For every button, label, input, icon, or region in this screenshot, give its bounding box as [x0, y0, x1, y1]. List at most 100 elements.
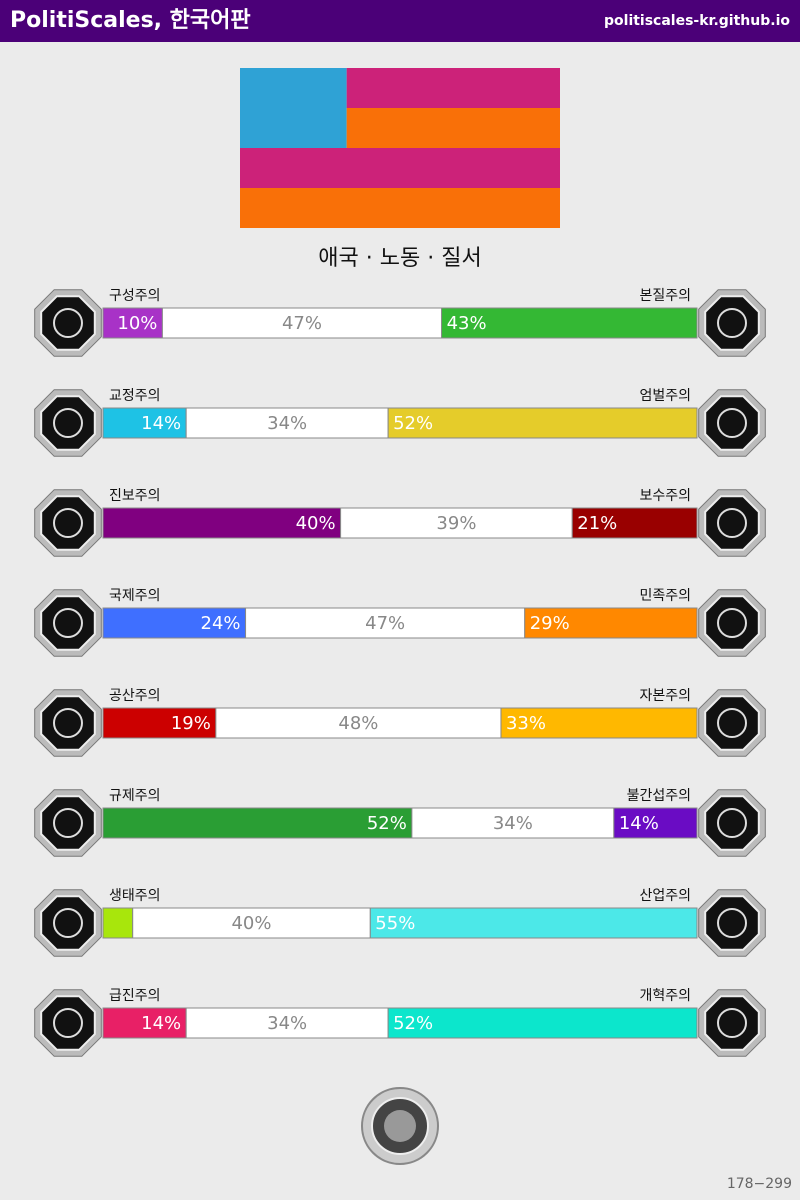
- axis-left-name: 급진주의: [109, 988, 161, 1004]
- axis-right-name: 불간섭주의: [627, 788, 691, 804]
- axis-left-name: 구성주의: [109, 288, 161, 304]
- axis-icon-art: [53, 508, 83, 538]
- axis-right-name: 개혁주의: [639, 988, 691, 1004]
- axis-segment-label: 14%: [619, 813, 659, 834]
- header-bar: [0, 0, 800, 42]
- axis-segment-label: 40%: [231, 913, 271, 934]
- axis-segment-label: 21%: [577, 513, 617, 534]
- axis-right-name: 산업주의: [639, 888, 691, 904]
- axis-segment-label: 24%: [201, 613, 241, 634]
- axis-left-name: 교정주의: [109, 388, 161, 404]
- axis-segment-label: 47%: [365, 613, 405, 634]
- axis-segment-label: 52%: [393, 1013, 433, 1034]
- axis-segment-label: 48%: [338, 713, 378, 734]
- axis-segment: [102, 607, 247, 639]
- axis-icon: [40, 495, 96, 551]
- axis-icon-art: [717, 408, 747, 438]
- axis-icon: [704, 295, 760, 351]
- axis-right-name: 보수주의: [639, 488, 691, 504]
- axis-segment: [441, 307, 698, 339]
- axis-icon: [40, 795, 96, 851]
- axis-icon-art: [717, 808, 747, 838]
- axis-segment: [613, 807, 698, 839]
- axis-icon: [40, 295, 96, 351]
- axis-icon: [704, 595, 760, 651]
- axis-icon: [40, 895, 96, 951]
- flag-stripe: [240, 148, 560, 188]
- axis-segment-label: 29%: [530, 613, 570, 634]
- axis-segment: [102, 407, 187, 439]
- axis-segment-label: 40%: [296, 513, 336, 534]
- axis-left-name: 국제주의: [109, 588, 161, 604]
- axis-segment-label: 14%: [141, 413, 181, 434]
- result-title: 애국 · 노동 · 질서: [318, 246, 481, 271]
- axis-icon: [40, 995, 96, 1051]
- axis-icon-art: [53, 708, 83, 738]
- axis-segment: [524, 607, 698, 639]
- flag-stripe: [346, 108, 560, 148]
- axis-icon-art: [53, 408, 83, 438]
- axis-segment-label: 19%: [171, 713, 211, 734]
- axis-icon-art: [717, 908, 747, 938]
- axis-right-name: 엄벌주의: [639, 388, 691, 404]
- axis-left-name: 규제주의: [109, 788, 161, 804]
- axis-icon-art: [717, 608, 747, 638]
- axis-left-name: 생태주의: [109, 888, 161, 904]
- axis-segment-label: 55%: [375, 913, 415, 934]
- axis-right-name: 자본주의: [639, 688, 691, 704]
- axis-icon-art: [53, 608, 83, 638]
- axis-segment: [102, 307, 163, 339]
- axis-segment-label: 34%: [493, 813, 533, 834]
- axis-icon: [704, 895, 760, 951]
- axis-segment: [571, 507, 698, 539]
- axis-segment: [340, 507, 573, 539]
- footer-code: 178−299: [727, 1176, 792, 1192]
- seal: [361, 1087, 439, 1165]
- axis-icon: [40, 695, 96, 751]
- axis-icon: [704, 695, 760, 751]
- axis-segment: [387, 1007, 698, 1039]
- axis-icon: [704, 395, 760, 451]
- axis-segment: [161, 307, 443, 339]
- axis-segment: [102, 907, 134, 939]
- axis-segment-label: 10%: [117, 313, 157, 334]
- axis-segment-label: 34%: [267, 413, 307, 434]
- axis-icon-art: [53, 308, 83, 338]
- axis-left-name: 공산주의: [109, 688, 161, 704]
- header-site: politiscales-kr.github.io: [604, 13, 790, 29]
- flag-canton: [240, 68, 347, 148]
- axis-segment: [102, 507, 342, 539]
- axis-right-name: 본질주의: [639, 288, 691, 304]
- axis-segment: [387, 407, 698, 439]
- axis-segment-label: 14%: [141, 1013, 181, 1034]
- axis-segment-label: 33%: [506, 713, 546, 734]
- axis-segment-label: 39%: [436, 513, 476, 534]
- axis-segment-label: 52%: [367, 813, 407, 834]
- axis-icon-art: [53, 808, 83, 838]
- axis-segment-label: 52%: [393, 413, 433, 434]
- axis-segment: [102, 807, 413, 839]
- axis-icon-art: [53, 908, 83, 938]
- axis-icon: [704, 495, 760, 551]
- axis-icon: [704, 795, 760, 851]
- axis-icon: [704, 995, 760, 1051]
- axis-icon-art: [717, 308, 747, 338]
- axis-icon-art: [717, 708, 747, 738]
- axis-icon: [40, 595, 96, 651]
- axis-icon-art: [53, 1008, 83, 1038]
- axis-segment: [369, 907, 698, 939]
- axis-segment-label: 47%: [282, 313, 322, 334]
- axis-icon-art: [717, 508, 747, 538]
- header-title: PolitiScales, 한국어판: [10, 8, 251, 33]
- axis-segment-label: 34%: [267, 1013, 307, 1034]
- axis-icon: [40, 395, 96, 451]
- flag-stripe: [240, 188, 560, 228]
- axis-segment-label: 43%: [447, 313, 487, 334]
- seal-center: [384, 1110, 416, 1142]
- axis-icon-art: [717, 1008, 747, 1038]
- axis-segment: [411, 807, 615, 839]
- axis-segment: [102, 707, 217, 739]
